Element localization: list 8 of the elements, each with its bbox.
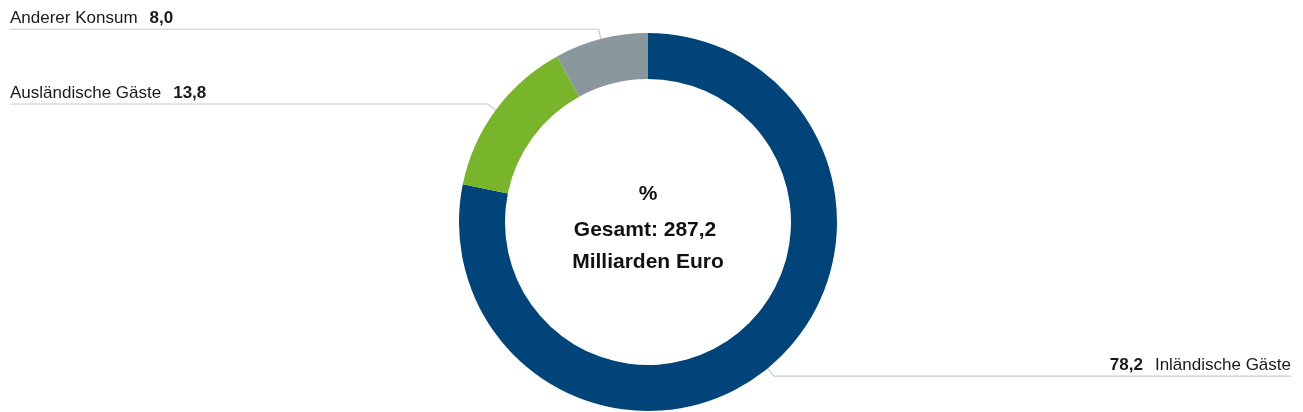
text: Gesamt: 287,2 Milliarden Euro — [572, 216, 724, 272]
slice-label: Inländische Gäste — [1154, 355, 1291, 375]
data-label: 13,8 — [173, 83, 207, 103]
data-label: 8,0 — [149, 8, 174, 28]
text: % — [638, 180, 658, 204]
slice-label: Anderer Konsum — [10, 8, 138, 28]
data-label: 78,2 — [1109, 355, 1143, 375]
slice-label: Ausländische Gäste — [10, 83, 162, 103]
